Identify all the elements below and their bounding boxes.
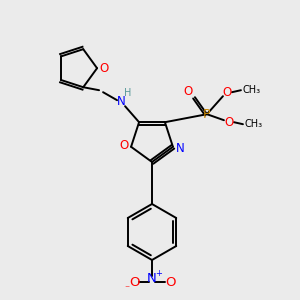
Text: O: O <box>183 85 193 98</box>
Text: O: O <box>165 275 175 289</box>
Text: H: H <box>124 88 132 98</box>
Text: ⁻: ⁻ <box>124 284 130 294</box>
Text: N: N <box>117 95 125 108</box>
Text: O: O <box>119 139 129 152</box>
Text: O: O <box>129 275 139 289</box>
Text: +: + <box>156 268 162 278</box>
Text: P: P <box>203 108 211 121</box>
Text: N: N <box>176 142 184 155</box>
Text: O: O <box>222 86 232 99</box>
Text: O: O <box>224 116 234 129</box>
Text: N: N <box>147 272 157 286</box>
Text: O: O <box>99 62 109 75</box>
Text: CH₃: CH₃ <box>243 85 261 95</box>
Text: CH₃: CH₃ <box>245 119 263 129</box>
